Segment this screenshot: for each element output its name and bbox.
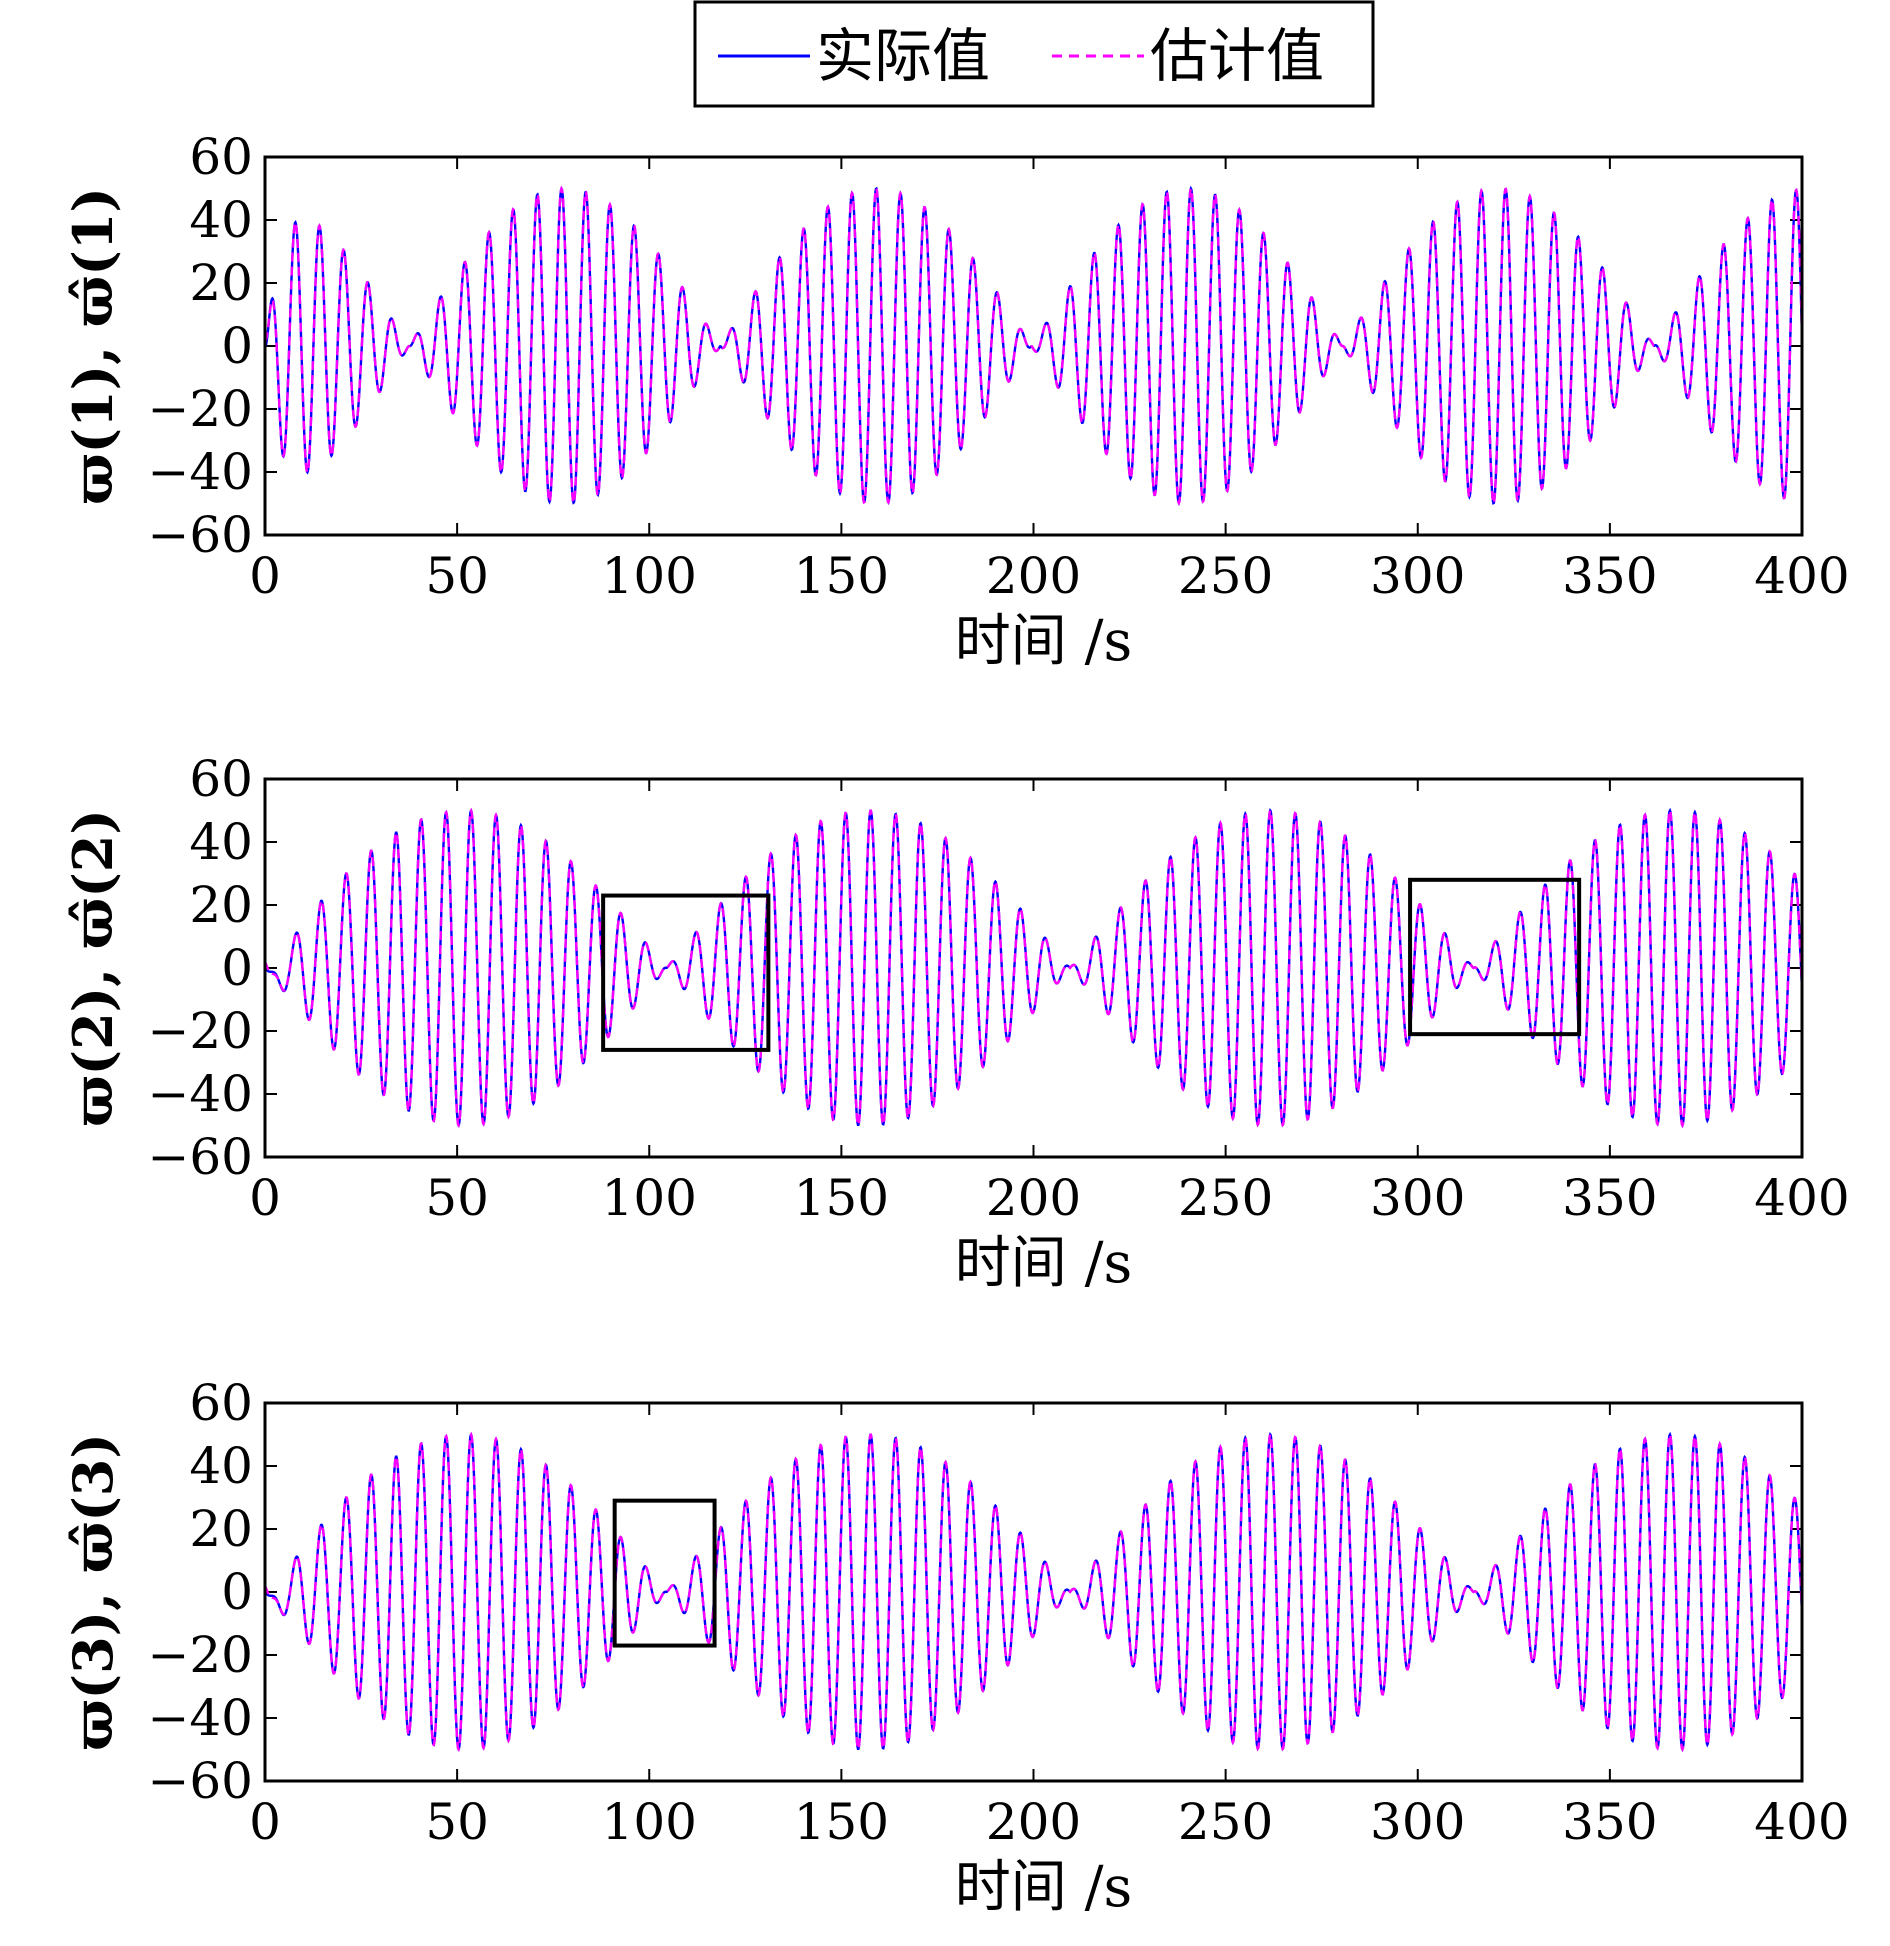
x-tick-label: 50 xyxy=(425,1169,489,1227)
x-tick-label: 0 xyxy=(249,547,281,605)
x-tick-label: 350 xyxy=(1562,1169,1657,1227)
x-tick-label: 150 xyxy=(794,1793,889,1851)
y-tick-label: −40 xyxy=(147,443,253,501)
x-tick-label: 400 xyxy=(1754,1169,1849,1227)
y-tick-label: 40 xyxy=(189,1437,253,1495)
y-axis-label: ϖ(2), ϖ̂(2) xyxy=(61,809,125,1127)
highlight-box-1 xyxy=(612,1498,717,1648)
x-tick-label: 250 xyxy=(1178,1793,1273,1851)
x-axis-label: 时间 /s xyxy=(955,609,1132,674)
y-tick-label: 40 xyxy=(189,813,253,871)
plot-frame xyxy=(263,1401,1804,1783)
x-tick-label: 350 xyxy=(1562,1793,1657,1851)
y-tick-label: −60 xyxy=(147,506,253,564)
legend-label-estimate: 估计值 xyxy=(1150,22,1324,90)
x-tick-label: 50 xyxy=(425,1793,489,1851)
x-tick-label: 250 xyxy=(1178,547,1273,605)
x-tick-label: 0 xyxy=(249,1793,281,1851)
y-tick-label: 20 xyxy=(189,876,253,934)
x-tick-label: 50 xyxy=(425,547,489,605)
panel-3: 0 50 100 150 200 250 300 350 400−60−40−200204060… xyxy=(61,1374,1850,1920)
y-tick-label: 0 xyxy=(221,939,253,997)
series-line-estimate xyxy=(263,807,1804,1129)
x-tick-label: 300 xyxy=(1370,1793,1465,1851)
y-axis-label: ϖ(1), ϖ̂(1) xyxy=(61,187,125,505)
y-tick-label: 60 xyxy=(189,1374,253,1432)
x-tick-label: 200 xyxy=(986,1793,1081,1851)
x-tick-label: 200 xyxy=(986,547,1081,605)
plot-frame xyxy=(263,777,1804,1159)
y-tick-label: −40 xyxy=(147,1689,253,1747)
x-tick-label: 200 xyxy=(986,1169,1081,1227)
x-tick-label: 150 xyxy=(794,547,889,605)
x-axis-label: 时间 /s xyxy=(955,1231,1132,1296)
legend: 实际值 估计值 xyxy=(693,0,1375,108)
y-tick-label: 20 xyxy=(189,254,253,312)
plot-frame xyxy=(263,155,1804,537)
series-line-actual xyxy=(264,1431,1804,1753)
highlight-box-2 xyxy=(1408,877,1582,1037)
y-tick-label: −40 xyxy=(147,1065,253,1123)
x-axis-label: 时间 /s xyxy=(955,1855,1132,1920)
legend-box xyxy=(693,0,1375,108)
x-tick-label: 0 xyxy=(249,1169,281,1227)
series-line-estimate xyxy=(263,1431,1804,1753)
y-tick-label: 0 xyxy=(221,1563,253,1621)
panel-2: 0 50 100 150 200 250 300 350 400−60−40−200204060… xyxy=(61,750,1850,1296)
y-tick-label: −20 xyxy=(147,380,253,438)
y-tick-label: −60 xyxy=(147,1128,253,1186)
highlight-box-1 xyxy=(601,893,771,1052)
x-tick-label: 100 xyxy=(602,547,697,605)
y-tick-label: 60 xyxy=(189,128,253,186)
x-tick-label: 400 xyxy=(1754,1793,1849,1851)
x-tick-label: 100 xyxy=(602,1793,697,1851)
y-tick-label: 20 xyxy=(189,1500,253,1558)
series-line-actual xyxy=(264,807,1804,1129)
x-tick-label: 300 xyxy=(1370,547,1465,605)
x-tick-label: 350 xyxy=(1562,547,1657,605)
x-tick-label: 100 xyxy=(602,1169,697,1227)
y-tick-label: 0 xyxy=(221,317,253,375)
y-axis-label: ϖ(3), ϖ̂(3) xyxy=(61,1433,125,1751)
y-tick-label: −20 xyxy=(147,1626,253,1684)
y-tick-label: −60 xyxy=(147,1752,253,1810)
y-tick-label: −20 xyxy=(147,1002,253,1060)
x-tick-label: 250 xyxy=(1178,1169,1273,1227)
panel-1: 0 50 100 150 200 250 300 350 400−60−40−200204060… xyxy=(61,128,1850,674)
series-line-estimate xyxy=(264,185,1804,506)
x-tick-label: 400 xyxy=(1754,547,1849,605)
y-tick-label: 60 xyxy=(189,750,253,808)
x-tick-label: 300 xyxy=(1370,1169,1465,1227)
x-tick-label: 150 xyxy=(794,1169,889,1227)
panels: 0 50 100 150 200 250 300 350 400−60−40−200204060… xyxy=(61,128,1850,1920)
legend-label-actual: 实际值 xyxy=(816,22,990,90)
y-tick-label: 40 xyxy=(189,191,253,249)
